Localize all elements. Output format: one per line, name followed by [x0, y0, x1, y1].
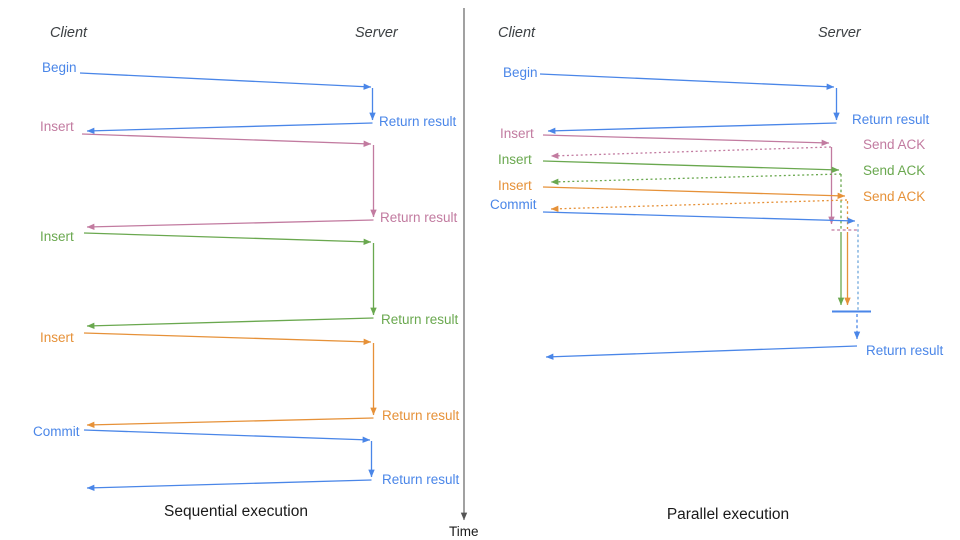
- seq-server-header: Server: [355, 25, 398, 41]
- seq-insert2-response-label: Return result: [381, 312, 459, 327]
- seq-insert3-response-label: Return result: [382, 408, 460, 423]
- seq-insert1-flow: [81, 133, 377, 231]
- seq-insert2-return-arrow: [86, 317, 374, 329]
- par-begin-response-label: Return result: [852, 112, 930, 127]
- par-insert3-label: Insert: [498, 178, 532, 193]
- parallel-flow: [539, 73, 871, 360]
- seq-commit-response-label: Return result: [382, 472, 460, 487]
- par-commit-flow: [542, 211, 871, 360]
- par-insert1-label: Insert: [500, 126, 534, 141]
- par-insert3-ack-label: Send ACK: [863, 189, 926, 204]
- parallel-execution-title: Parallel execution: [666, 506, 790, 523]
- seq-insert2-flow: [83, 232, 377, 329]
- seq-insert1-label: Insert: [40, 119, 74, 134]
- seq-begin-request-arrow: [79, 72, 372, 90]
- par-commit-request-arrow: [542, 211, 856, 224]
- seq-commit-label: Commit: [33, 424, 80, 439]
- par-insert2-label: Insert: [498, 152, 532, 167]
- par-client-header: Client: [498, 25, 536, 41]
- seq-begin-return-arrow: [86, 122, 373, 134]
- seq-insert3-label: Insert: [40, 330, 74, 345]
- par-begin-label: Begin: [503, 65, 538, 80]
- par-begin-flow: [539, 73, 840, 134]
- par-insert2-flow: [542, 160, 845, 306]
- seq-insert1-request-arrow: [81, 133, 372, 147]
- seq-insert1-response-label: Return result: [380, 210, 458, 225]
- par-begin-request-arrow: [539, 73, 835, 90]
- sequential-flow: [79, 72, 377, 491]
- seq-begin-flow: [79, 72, 376, 134]
- par-insert3-ack-dotted-arrow: [550, 199, 848, 212]
- seq-begin-response-label: Return result: [379, 114, 457, 129]
- seq-commit-request-arrow: [83, 429, 371, 443]
- par-server-header: Server: [818, 25, 861, 41]
- par-insert1-request-arrow: [542, 134, 830, 146]
- par-insert1-flow: [542, 134, 857, 231]
- par-insert2-request-arrow: [542, 160, 840, 173]
- par-commit-label: Commit: [490, 197, 537, 212]
- par-insert3-request-arrow: [542, 186, 846, 199]
- seq-insert1-return-arrow: [86, 219, 374, 231]
- seq-client-header: Client: [50, 25, 88, 41]
- par-insert2-ack-dotted-arrow: [550, 173, 842, 185]
- par-final-return-arrow: [545, 345, 858, 360]
- seq-insert3-flow: [83, 332, 377, 429]
- sequential-execution-title: Sequential execution: [164, 503, 308, 520]
- par-final-response-label: Return result: [866, 343, 944, 358]
- seq-insert3-return-arrow: [86, 417, 374, 429]
- par-insert3-flow: [542, 186, 851, 306]
- par-begin-return-arrow: [547, 122, 837, 134]
- seq-insert3-request-arrow: [83, 332, 372, 345]
- par-insert1-ack-dotted-arrow: [550, 146, 832, 159]
- seq-begin-label: Begin: [42, 60, 77, 75]
- par-insert1-ack-label: Send ACK: [863, 137, 926, 152]
- seq-insert2-label: Insert: [40, 229, 74, 244]
- par-insert2-ack-label: Send ACK: [863, 163, 926, 178]
- seq-insert2-request-arrow: [83, 232, 372, 245]
- time-axis-label: Time: [449, 524, 479, 539]
- seq-commit-return-arrow: [86, 479, 372, 491]
- seq-commit-flow: [83, 429, 375, 491]
